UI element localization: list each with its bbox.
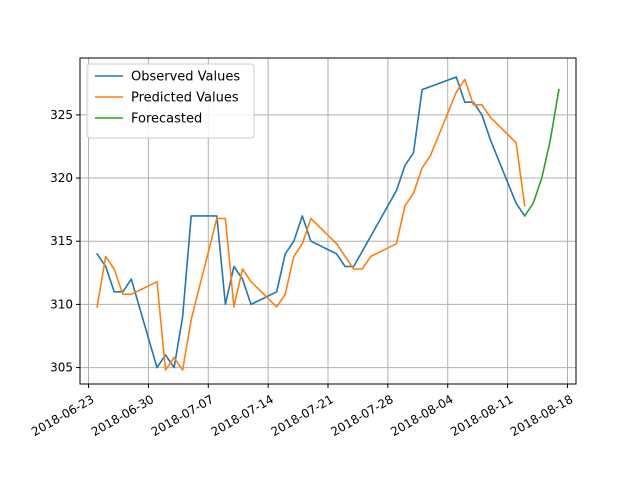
- legend-label: Predicted Values: [131, 91, 239, 106]
- legend-label: Forecasted: [131, 112, 202, 127]
- y-tick-label: 315: [50, 234, 73, 248]
- series-layer: [95, 76, 560, 371]
- legend-label: Observed Values: [131, 70, 240, 85]
- series-line-predicted-values: [96, 78, 526, 371]
- series-line-observed-values: [95, 76, 526, 369]
- legend: Observed Values Predicted Values Forecaste…: [86, 63, 255, 139]
- y-tick-label: 325: [50, 108, 73, 122]
- y-tick-label: 305: [50, 361, 73, 375]
- y-tick-label: 320: [50, 171, 73, 185]
- series-line-forecasted: [523, 88, 560, 218]
- legend-box: [86, 63, 255, 139]
- y-tick-label: 310: [50, 297, 73, 311]
